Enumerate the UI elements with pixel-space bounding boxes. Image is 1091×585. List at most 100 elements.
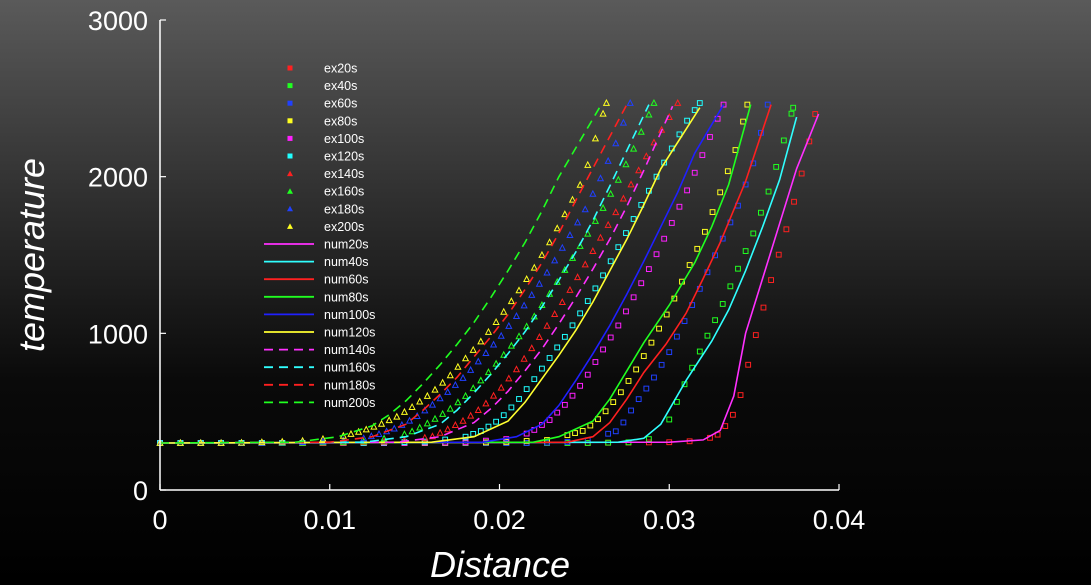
marker-ex200s	[416, 397, 424, 405]
x-tick-label: 0.04	[813, 505, 866, 535]
marker-ex200s	[377, 419, 386, 427]
marker-ex160s	[500, 350, 508, 358]
legend-item-num120s: num120s	[264, 326, 375, 340]
series-line-num40s	[159, 116, 798, 444]
marker-ex160s	[446, 404, 454, 412]
marker-ex180s	[551, 256, 559, 264]
marker-ex120s	[696, 100, 703, 106]
marker-ex80s	[701, 228, 708, 235]
marker-ex140s	[589, 246, 597, 254]
marker-ex200s	[446, 371, 454, 379]
y-tick-label: 2000	[88, 163, 148, 193]
marker-ex120s	[577, 310, 584, 317]
marker-ex200s	[278, 437, 286, 445]
marker-ex180s	[604, 156, 612, 164]
marker-ex200s	[362, 425, 370, 433]
marker-ex180s	[512, 312, 521, 319]
legend-swatch	[287, 170, 293, 177]
marker-ex140s	[444, 425, 452, 433]
legend-swatch	[287, 135, 293, 141]
legend-item-num40s: num40s	[264, 255, 368, 269]
marker-ex200s	[477, 337, 485, 345]
marker-ex120s	[516, 396, 522, 402]
marker-ex120s	[607, 258, 614, 265]
marker-ex140s	[551, 310, 559, 318]
marker-ex20s	[730, 411, 736, 418]
legend-label: ex200s	[324, 220, 364, 234]
marker-ex160s	[507, 341, 516, 349]
marker-ex140s	[528, 344, 536, 352]
legend-label: num60s	[324, 273, 368, 287]
legend-item-ex140s: ex140s	[287, 167, 364, 181]
series-line-num160s	[159, 104, 650, 444]
legend-swatch	[287, 118, 293, 124]
marker-ex40s	[773, 163, 780, 170]
marker-ex140s	[474, 406, 482, 413]
legend-label: num180s	[324, 378, 375, 392]
marker-ex200s	[545, 238, 554, 246]
legend-item-num180s: num180s	[264, 378, 375, 392]
marker-ex80s	[595, 416, 601, 423]
marker-ex160s	[561, 265, 569, 273]
marker-ex40s	[780, 137, 787, 144]
x-tick-label: 0.01	[303, 505, 356, 535]
marker-ex140s	[581, 260, 589, 268]
marker-ex80s	[610, 399, 617, 406]
marker-ex200s	[484, 327, 493, 335]
marker-ex100s	[577, 382, 584, 389]
marker-ex160s	[568, 253, 577, 261]
marker-ex140s	[482, 399, 490, 407]
marker-ex200s	[591, 134, 600, 142]
marker-ex120s	[569, 322, 576, 329]
legend-swatch	[287, 188, 293, 194]
marker-ex200s	[530, 263, 538, 271]
series-line-num80s	[159, 104, 752, 444]
marker-ex160s	[645, 110, 653, 118]
marker-ex80s	[709, 209, 716, 215]
legend-item-ex200s: ex200s	[287, 220, 364, 234]
legend-label: num100s	[324, 308, 375, 322]
marker-ex140s	[619, 194, 628, 202]
legend-item-num140s: num140s	[264, 343, 375, 357]
legend-label: ex20s	[324, 62, 357, 76]
marker-ex180s	[436, 394, 444, 402]
marker-ex160s	[591, 216, 600, 224]
marker-ex120s	[554, 344, 561, 351]
tick-labels: 0 0.01 0.02 0.03 0.04 0 1000 2000 3000	[88, 6, 865, 535]
marker-ex60s	[628, 407, 634, 414]
marker-ex60s	[612, 428, 619, 435]
marker-ex80s	[633, 366, 640, 373]
legend-item-ex100s: ex100s	[287, 132, 364, 146]
marker-ex180s	[581, 205, 589, 213]
x-axis-title: Distance	[430, 544, 570, 585]
marker-ex180s	[520, 301, 528, 309]
marker-ex160s	[439, 409, 447, 417]
legend-label: num40s	[324, 255, 368, 269]
marker-ex180s	[489, 340, 498, 348]
legend-label: num200s	[324, 396, 375, 410]
marker-ex100s	[554, 409, 561, 416]
x-tick-label: 0.02	[473, 505, 526, 535]
marker-ex180s	[619, 118, 628, 126]
marker-ex200s	[469, 345, 477, 353]
marker-ex140s	[604, 220, 612, 228]
legend-item-num160s: num160s	[264, 361, 375, 375]
legend-label: num140s	[324, 343, 375, 357]
marker-ex140s	[635, 166, 643, 174]
marker-ex100s	[661, 235, 668, 242]
marker-ex180s	[451, 380, 459, 388]
marker-ex20s	[783, 226, 790, 233]
marker-ex120s	[592, 285, 599, 292]
marker-ex160s	[477, 376, 485, 384]
x-tick-label: 0	[152, 505, 167, 535]
marker-ex120s	[531, 376, 538, 383]
marker-ex120s	[546, 355, 553, 361]
marker-ex180s	[428, 400, 437, 408]
marker-ex180s	[535, 279, 544, 287]
legend-label: num20s	[324, 238, 368, 252]
marker-ex20s	[791, 198, 797, 205]
marker-ex20s	[768, 277, 775, 283]
marker-ex120s	[684, 117, 690, 124]
legend-label: ex180s	[324, 202, 364, 216]
marker-ex140s	[543, 321, 551, 329]
